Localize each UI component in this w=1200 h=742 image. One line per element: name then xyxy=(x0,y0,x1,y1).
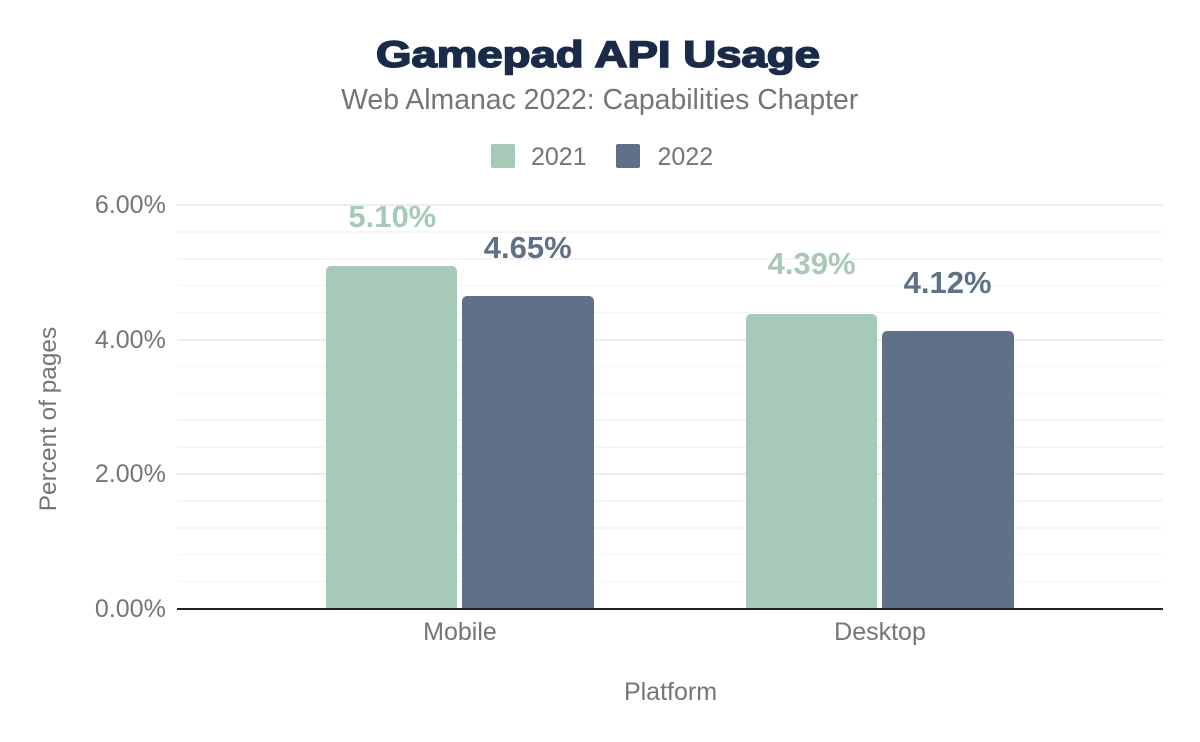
svg-text:Gamepad API Usage: Gamepad API Usage xyxy=(376,34,820,75)
